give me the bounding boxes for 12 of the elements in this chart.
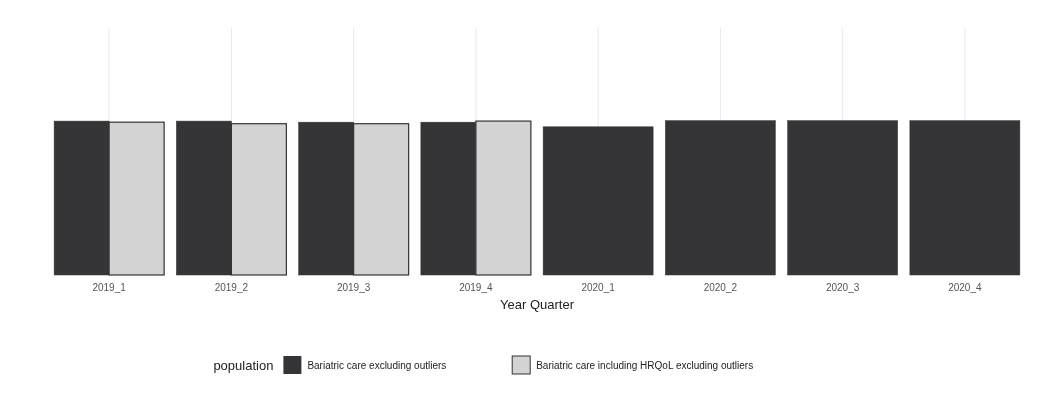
x-tick-label: 2019_3 [336, 282, 371, 293]
x-tick-label: 2020_1 [581, 282, 616, 293]
legend-label: Bariatric care including HRQoL excluding outliers [536, 360, 754, 371]
legend-label: Bariatric care excluding outliers [307, 360, 447, 371]
legend-title: population [213, 358, 274, 373]
x-tick-label: 2020_2 [703, 282, 738, 293]
x-axis-title: Year Quarter [500, 297, 575, 312]
x-tick-label: 2019_2 [214, 282, 249, 293]
x-tick-label: 2019_1 [92, 282, 127, 293]
x-tick-label: 2019_4 [459, 282, 493, 293]
x-tick-label: 2020_4 [948, 282, 982, 293]
x-tick-label: 2020_3 [825, 282, 860, 293]
